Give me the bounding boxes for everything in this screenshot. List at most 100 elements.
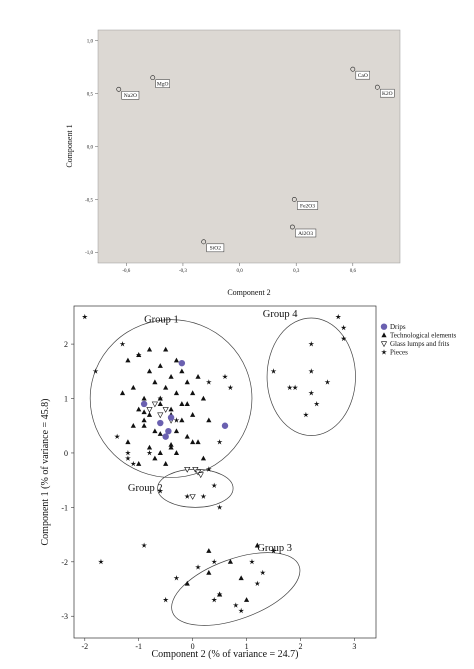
x-tick-label: -2 — [81, 642, 88, 651]
x-tick-label: -1 — [135, 642, 142, 651]
piece-star-point — [211, 482, 218, 489]
glass-lump-point — [197, 472, 204, 479]
group-ellipse — [266, 317, 356, 436]
y-tick-label: -3 — [61, 612, 68, 621]
piece-star-point — [173, 575, 180, 581]
scores-y-axis-label: Component 1 (% of variance = 45.8) — [40, 399, 51, 546]
loading-label-box — [206, 243, 225, 253]
scores-plot: -2 -1 0 1 2 3 2 1 0 -1 -2 -3 Group 1 Group 4 Group 2… — [40, 305, 456, 660]
y-tick-label: 0,5 — [87, 92, 94, 97]
x-tick-label: 1 — [245, 642, 249, 651]
legend-entry-label: Technological elements — [390, 332, 456, 340]
loading-label: CaO — [358, 73, 368, 79]
drip-point — [140, 400, 148, 408]
drip-point — [221, 422, 229, 429]
piece-star-point — [205, 379, 212, 385]
loadings-y-ticks: 1,0 0,5 0,0 -0,5 -1,0 — [85, 39, 98, 256]
loading-label-box — [297, 201, 319, 210]
loading-label-box — [155, 79, 170, 88]
technological-element-point — [195, 439, 201, 445]
technological-element-point — [141, 422, 147, 428]
x-tick-label: 0 — [191, 642, 195, 651]
loading-label: Na2O — [124, 93, 137, 99]
glass-lump-point — [184, 466, 191, 473]
loadings-points: Na2O MgO CaO K2O Fe2O3 Al2O3 SiO2 — [116, 66, 395, 253]
piece-star-point — [227, 384, 234, 391]
technological-element-point — [125, 439, 131, 445]
drip-point — [178, 359, 186, 367]
piece-star-point — [340, 324, 347, 331]
glass-lump-point — [146, 407, 153, 413]
technological-element-point — [206, 417, 212, 423]
drip-point — [162, 433, 169, 440]
piece-star-point — [130, 460, 137, 467]
piece-star-point — [254, 580, 261, 586]
glass-lump-point — [194, 469, 202, 476]
glass-lump-point — [162, 407, 169, 413]
piece-star-point — [270, 368, 277, 374]
loading-label-box — [121, 91, 140, 100]
technological-element-point — [184, 580, 190, 586]
technological-element-point — [125, 357, 131, 363]
piece-star-point — [308, 368, 315, 374]
technological-element-point — [173, 357, 180, 363]
piece-star-point — [135, 351, 142, 358]
technological-element-point — [173, 450, 180, 455]
glass-lump-point — [192, 466, 199, 473]
technological-element-point — [146, 368, 153, 374]
y-tick-label: -0,5 — [85, 198, 93, 203]
piece-star-point — [119, 341, 126, 347]
piece-star-point — [141, 542, 147, 548]
loadings-plot: -0,6 -0,3 0,0 0,3 0,6 1,0 0,5 0,0 -0,5 -1,0 Na2O… — [65, 29, 401, 297]
x-tick-label: -0,6 — [122, 269, 130, 274]
piece-star-point — [216, 591, 223, 597]
technological-element-point — [130, 384, 136, 390]
technological-element-point — [141, 409, 147, 415]
piece-star-point — [270, 547, 277, 554]
group-ellipse — [171, 552, 301, 626]
loading-point — [350, 66, 356, 72]
technological-element-point — [119, 390, 126, 396]
technological-element-point — [163, 384, 169, 390]
y-tick-label: -2 — [61, 558, 68, 567]
technological-element-point — [190, 439, 196, 445]
drip-point — [157, 419, 164, 427]
piece-star-point — [146, 449, 153, 456]
legend-entry-label: Drips — [390, 323, 406, 331]
technological-element-point — [157, 431, 163, 436]
x-tick-label: -0,3 — [179, 269, 187, 274]
scores-x-ticks: -2 -1 0 1 2 3 — [81, 638, 356, 651]
piece-star-point — [308, 341, 315, 347]
scores-points — [81, 313, 347, 614]
technological-element-point — [184, 433, 190, 439]
piece-star-point — [335, 313, 342, 320]
technological-element-point — [227, 559, 233, 564]
technological-element-point — [163, 461, 169, 466]
y-tick-label: -1 — [61, 503, 68, 512]
technological-element-point — [179, 401, 185, 406]
x-tick-label: 2 — [299, 642, 303, 651]
drip-point — [380, 323, 388, 330]
group-label: Group 1 — [144, 314, 179, 325]
loading-label: SiO2 — [210, 246, 222, 252]
technological-element-point — [179, 368, 185, 374]
technological-element-point — [200, 395, 207, 401]
loading-point — [374, 84, 380, 90]
loading-label-box — [295, 228, 317, 238]
legend-entry-label: Glass lumps and frits — [390, 340, 450, 348]
loading-point — [116, 86, 122, 92]
technological-element-point — [243, 597, 250, 602]
piece-star-point — [308, 390, 315, 396]
glass-lump-point — [189, 494, 196, 500]
piece-star-point — [292, 384, 298, 391]
technological-element-point — [238, 575, 244, 581]
piece-star-point — [81, 313, 88, 320]
piece-star-point — [340, 335, 347, 342]
x-tick-label: 3 — [352, 642, 356, 651]
loading-label: Al2O3 — [298, 231, 313, 237]
piece-star-point — [381, 349, 387, 355]
technological-element-point — [130, 422, 136, 428]
piece-star-point — [114, 433, 120, 440]
technological-element-point — [190, 412, 196, 417]
